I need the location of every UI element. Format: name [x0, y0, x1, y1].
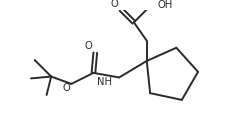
Text: O: O: [62, 83, 70, 93]
Text: O: O: [111, 0, 119, 9]
Text: NH: NH: [97, 77, 112, 87]
Text: O: O: [85, 41, 93, 51]
Text: OH: OH: [158, 0, 173, 10]
